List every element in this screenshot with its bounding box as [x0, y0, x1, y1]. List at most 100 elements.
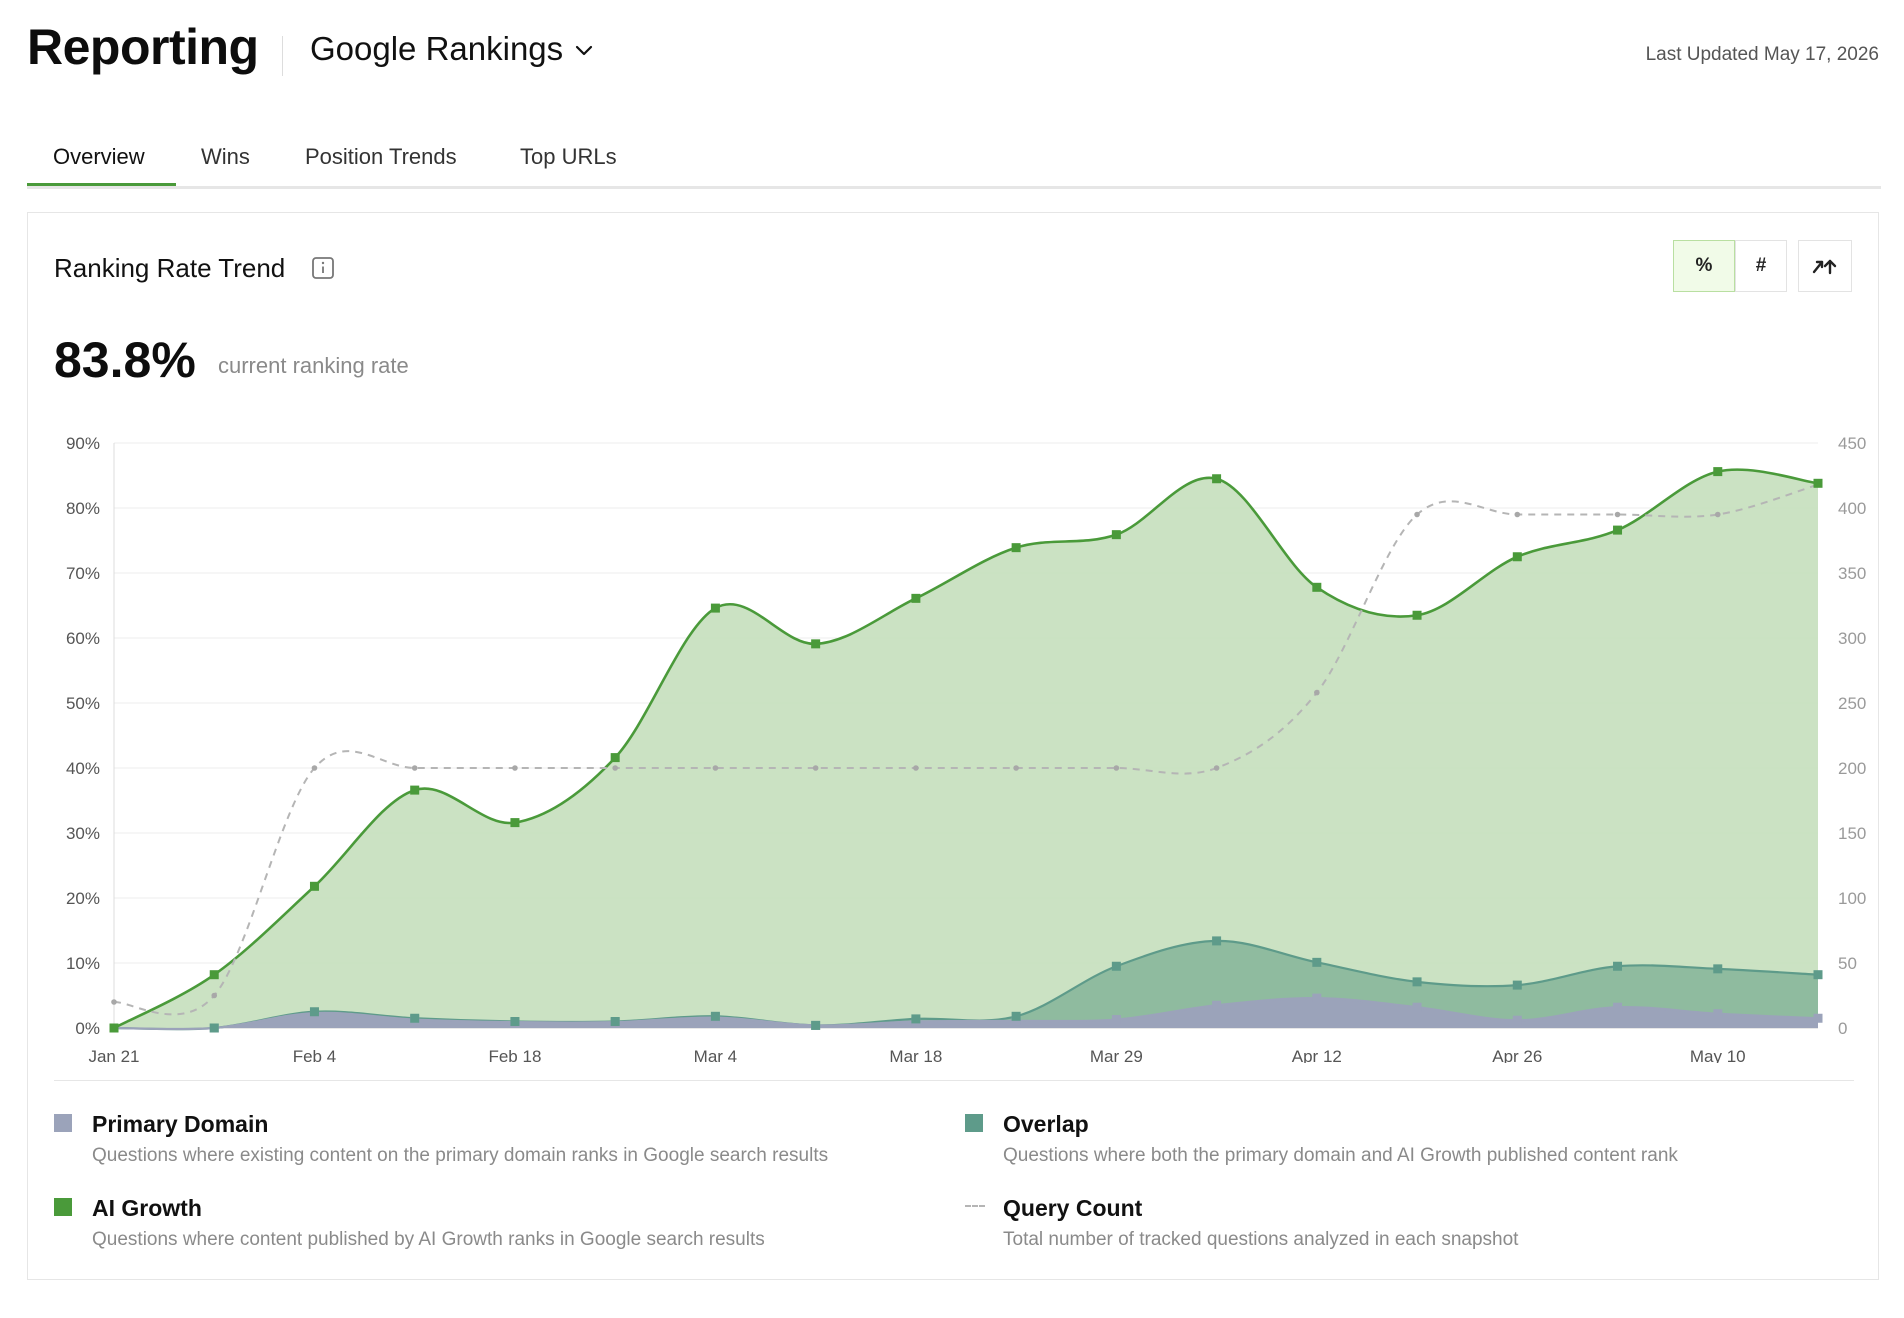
legend-swatch-primary-domain	[54, 1114, 72, 1132]
current-rate-caption: current ranking rate	[218, 353, 409, 378]
point-overlap	[911, 1014, 921, 1024]
query-count-point	[1213, 765, 1220, 771]
y-left-tick-label: 10%	[66, 954, 100, 973]
query-count-point	[1414, 511, 1420, 518]
point-primary-domain	[1613, 1002, 1623, 1012]
query-count-point	[712, 765, 719, 771]
trend-mode-button[interactable]	[1798, 240, 1852, 292]
y-left-tick-label: 50%	[66, 694, 100, 713]
info-icon[interactable]	[311, 256, 335, 280]
x-tick-label: Mar 4	[694, 1047, 737, 1063]
point-primary-domain	[1412, 1002, 1422, 1012]
line-primary-domain	[113, 996, 1819, 1031]
point-primary-domain	[1312, 993, 1322, 1003]
tab-top-urls[interactable]: Top URLs	[520, 144, 617, 169]
legend-desc: Questions where content published by AI …	[92, 1229, 765, 1250]
y-right-tick-label: 50	[1838, 954, 1857, 973]
tab-wins[interactable]: Wins	[201, 144, 250, 169]
count-mode-button[interactable]: #	[1735, 240, 1787, 292]
point-overlap	[1212, 936, 1222, 946]
point-overlap	[610, 1017, 620, 1026]
card-title: Ranking Rate Trend	[54, 253, 286, 283]
current-rate-value: 83.8%	[54, 332, 196, 388]
point-overlap	[1512, 980, 1522, 990]
y-left-tick-label: 40%	[66, 759, 100, 778]
tab-overview[interactable]: Overview	[53, 144, 145, 169]
tab-bar: Overview Wins Position Trends Top URLs	[27, 132, 1881, 189]
point-overlap	[1011, 1011, 1021, 1021]
point-ai-growth	[510, 818, 520, 828]
y-right-tick-label: 250	[1838, 694, 1866, 713]
point-ai-growth	[710, 603, 720, 613]
tab-position-trends[interactable]: Position Trends	[305, 144, 457, 169]
point-ai-growth	[209, 970, 219, 980]
legend-swatch-ai-growth	[54, 1198, 72, 1216]
point-primary-domain	[1011, 1016, 1021, 1026]
point-overlap	[309, 1007, 319, 1017]
query-count-point	[311, 765, 318, 771]
query-count-point	[1614, 511, 1621, 518]
y-right-tick-label: 400	[1838, 499, 1866, 518]
active-tab-indicator	[27, 183, 176, 186]
title-divider	[282, 36, 283, 76]
point-primary-domain	[1713, 1009, 1723, 1019]
point-ai-growth	[309, 881, 319, 891]
ranking-rate-chart: 0% 10% 20% 30% 40% 50% 60% 70% 80% 90% 0 50 100 150 20…	[66, 434, 1866, 1063]
legend-name: AI Growth	[92, 1195, 202, 1221]
y-left-tick-label: 20%	[66, 889, 100, 908]
point-primary-domain	[1512, 1015, 1522, 1025]
query-count-point	[1314, 689, 1320, 696]
query-count-point	[411, 765, 418, 771]
point-ai-growth	[610, 753, 620, 763]
percent-mode-button[interactable]: %	[1673, 240, 1735, 292]
y-right-tick-label: 450	[1838, 434, 1866, 453]
y-left-tick-label: 30%	[66, 824, 100, 843]
area-ai-growth	[114, 469, 1818, 1029]
ranking-rate-card: Ranking Rate Trend % # 83.8% current ran…	[27, 212, 1879, 1280]
y-left-tick-label: 80%	[66, 499, 100, 518]
query-count-point	[1714, 511, 1721, 518]
y-left-tick-label: 90%	[66, 434, 100, 453]
y-left-tick-label: 0%	[75, 1019, 100, 1038]
point-ai-growth	[1713, 467, 1723, 477]
y-right-tick-label: 100	[1838, 889, 1866, 908]
point-primary-domain	[1813, 1013, 1823, 1023]
query-count-point	[512, 765, 518, 771]
point-ai-growth	[1412, 610, 1422, 620]
trend-arrows-icon	[1812, 259, 1837, 275]
point-ai-growth	[1312, 582, 1322, 592]
y-right-tick-label: 350	[1838, 564, 1866, 583]
x-tick-label: Feb 18	[488, 1047, 541, 1063]
point-overlap	[1713, 964, 1723, 974]
point-ai-growth	[109, 1023, 119, 1033]
query-count-point	[913, 765, 919, 771]
point-ai-growth	[1512, 552, 1522, 562]
page-title: Reporting	[27, 19, 259, 75]
x-tick-label: Feb 4	[293, 1047, 336, 1063]
point-ai-growth	[1813, 478, 1823, 488]
point-ai-growth	[1111, 530, 1121, 540]
point-primary-domain	[1212, 1000, 1222, 1010]
legend-desc: Questions where existing content on the …	[92, 1145, 829, 1166]
y-right-tick-label: 200	[1838, 759, 1866, 778]
legend-swatch-overlap	[965, 1114, 983, 1132]
point-ai-growth	[811, 639, 821, 649]
query-count-point	[812, 765, 819, 771]
point-overlap	[1412, 977, 1422, 987]
y-left-tick-label: 60%	[66, 629, 100, 648]
legend-name: Primary Domain	[92, 1111, 269, 1137]
x-tick-label: Apr 12	[1292, 1047, 1342, 1063]
x-tick-label: Jan 21	[88, 1047, 139, 1063]
point-overlap	[1813, 970, 1823, 980]
point-overlap	[209, 1023, 219, 1033]
legend-desc: Total number of tracked questions analyz…	[1003, 1229, 1519, 1250]
point-overlap	[710, 1011, 720, 1021]
legend-dash-query-count	[965, 1205, 985, 1207]
x-tick-label: Mar 29	[1090, 1047, 1143, 1063]
y-right-tick-label: 150	[1838, 824, 1866, 843]
legend-divider	[54, 1080, 1854, 1081]
query-count-point	[612, 765, 618, 771]
report-type-select[interactable]: Google Rankings	[310, 30, 593, 68]
area-primary-domain	[114, 998, 1818, 1030]
